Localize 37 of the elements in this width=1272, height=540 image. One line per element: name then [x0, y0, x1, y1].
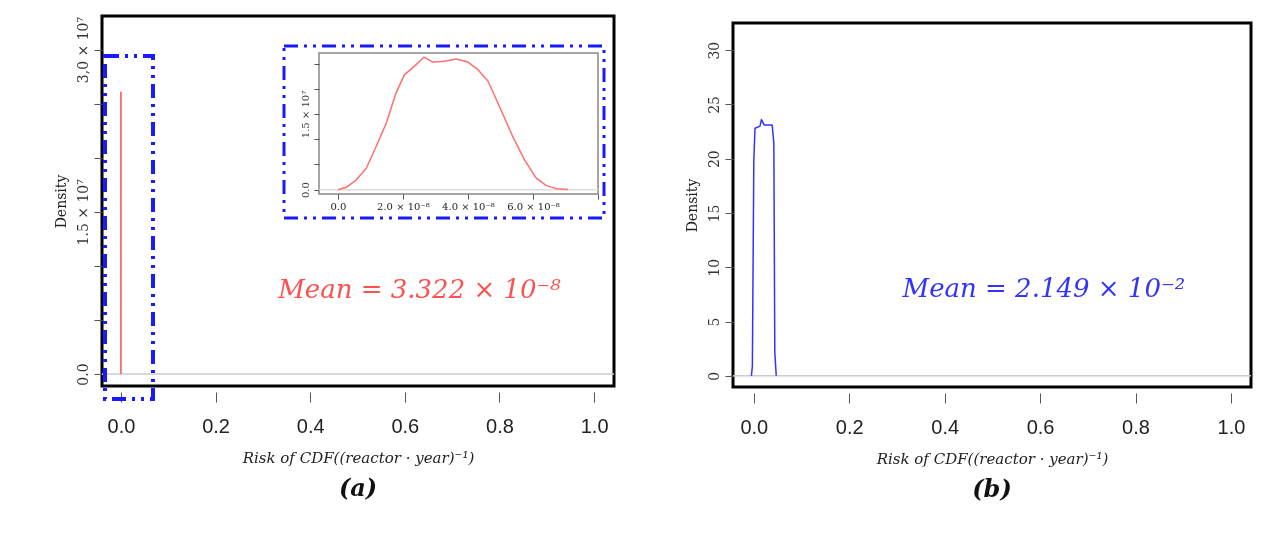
annotation: Mean = 3.322 × 10⁻⁸ — [277, 273, 562, 304]
y-tick-label: 25 — [705, 96, 722, 114]
y-axis-title: Density — [52, 174, 69, 229]
text: (b) — [972, 474, 1012, 503]
x-tick-label: 0.2 — [202, 414, 230, 437]
line-series — [337, 56, 569, 191]
y-tick-label: 1.5 × 10⁷ — [74, 178, 91, 246]
x-tick-label: 0.6 — [1026, 415, 1055, 438]
x-tick-label: 1.0 — [1217, 415, 1246, 438]
x-axis-title: Risk of CDF((reactor · year)⁻¹) — [875, 449, 1109, 468]
x-tick-label: 0.6 — [391, 414, 420, 437]
y-tick-label: 10 — [705, 258, 722, 277]
x-tick-label: 0.0 — [330, 200, 347, 212]
line-series — [750, 118, 777, 377]
y-tick-label: 20 — [705, 150, 722, 169]
x-tick-label: 0.8 — [486, 414, 514, 437]
x-tick-label: 0.8 — [1122, 415, 1150, 438]
x-tick-label: 6.0 × 10⁻⁸ — [507, 200, 560, 212]
x-tick-label: 4.0 × 10⁻⁸ — [442, 200, 495, 212]
x-tick-label: 0.4 — [931, 415, 960, 438]
x-axis-title: Risk of CDF((reactor · year)⁻¹) — [241, 448, 475, 467]
y-tick-label: 5 — [705, 317, 722, 327]
annotation: Mean = 2.149 × 10⁻² — [901, 272, 1186, 303]
y-tick-label: 15 — [705, 204, 722, 223]
x-tick-label: 2.0 × 10⁻⁸ — [377, 200, 430, 212]
x-tick-label: 0.0 — [740, 415, 769, 438]
text: (a) — [338, 473, 378, 502]
y-tick-label: 3,0 × 10⁷ — [74, 16, 91, 84]
x-tick-label: 0.4 — [296, 414, 325, 437]
x-tick-label: 1.0 — [580, 414, 609, 437]
y-tick-label: 0.0 — [74, 363, 91, 386]
y-tick-label: 1.5 × 10⁷ — [299, 90, 311, 139]
x-tick-label: 0.2 — [835, 415, 864, 438]
y-axis-title: Density — [683, 178, 700, 233]
y-tick-label: 30 — [705, 41, 722, 60]
y-tick-label: 0 — [705, 371, 722, 381]
x-tick-label: 0.0 — [107, 414, 136, 437]
